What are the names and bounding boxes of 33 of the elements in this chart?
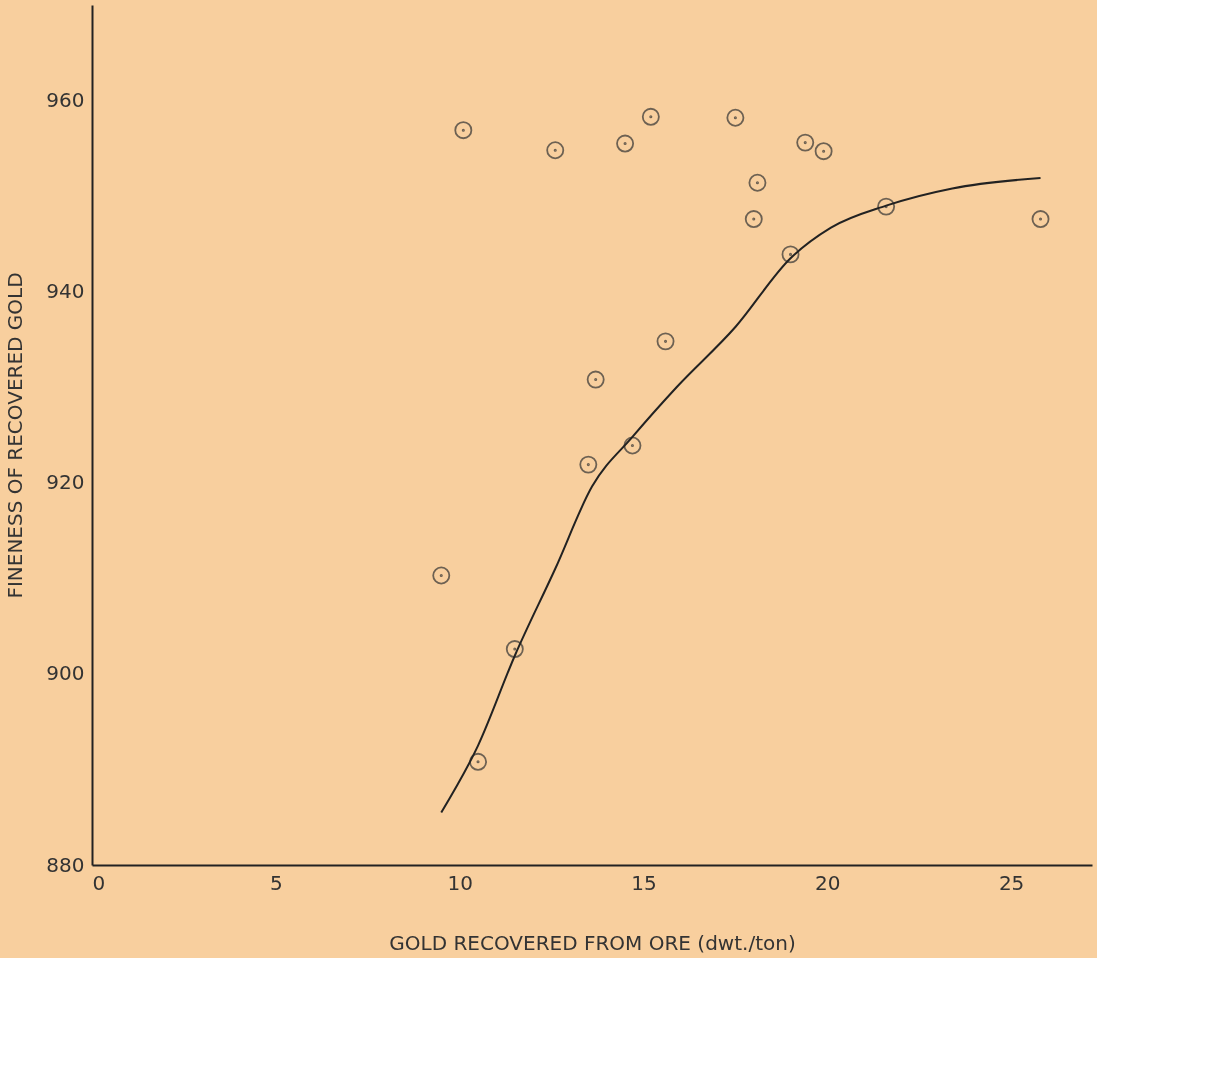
line-series: [440, 176, 1042, 814]
point: [641, 107, 660, 126]
x-tick-label: 25: [998, 870, 1025, 895]
x-tick-label: 20: [815, 870, 841, 895]
point: [781, 245, 800, 264]
point: [623, 436, 642, 455]
point: [814, 142, 833, 161]
point: [454, 121, 473, 140]
y-axis-title: FINENESS OF RECOVERED GOLD: [3, 272, 28, 599]
point: [877, 197, 896, 216]
point: [469, 752, 487, 771]
y-tick-label: 900: [46, 661, 85, 686]
point: [432, 566, 451, 585]
y-tick-label: 920: [46, 470, 85, 495]
x-tick-label: 0: [92, 870, 106, 895]
point: [748, 173, 767, 192]
y-tick-label: 940: [46, 279, 85, 304]
point: [586, 370, 605, 389]
point: [796, 133, 815, 152]
point: [744, 210, 763, 229]
point: [546, 141, 565, 160]
x-tick-label: 10: [447, 870, 473, 895]
y-tick-label: 960: [46, 88, 85, 113]
y-tick-label: 880: [46, 852, 85, 877]
point: [505, 640, 524, 659]
point: [656, 332, 675, 351]
point: [579, 455, 598, 474]
x-tick-label: 5: [269, 870, 283, 895]
x-tick-label: 15: [631, 870, 657, 895]
point: [1031, 210, 1050, 229]
point: [616, 134, 635, 153]
x-axis-title: GOLD RECOVERED FROM ORE (dwt./ton): [389, 930, 796, 955]
point: [726, 108, 745, 127]
